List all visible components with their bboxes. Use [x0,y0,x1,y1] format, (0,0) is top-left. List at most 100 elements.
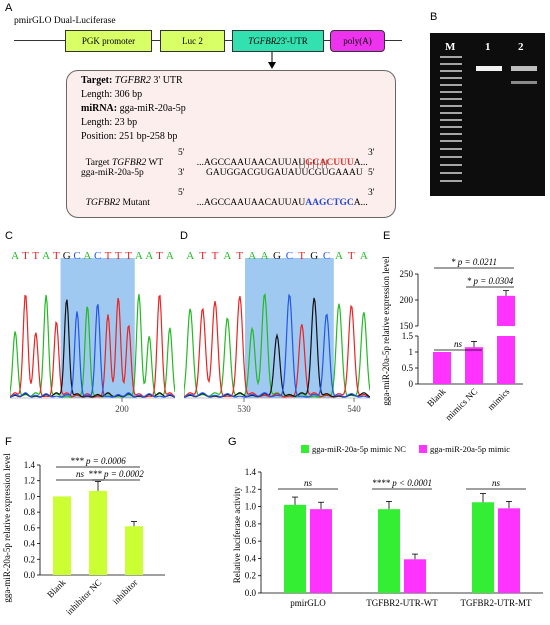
panel-label-d: D [180,230,188,242]
bar [472,502,494,593]
panel-label-c: C [5,230,13,242]
panel-label-b: B [430,11,438,23]
panel-label-a: A [5,2,13,14]
significance-label: ns [304,478,313,488]
base-call: G [63,250,71,262]
bar [284,504,306,593]
legend-label: gga-miR-20a-5p mimic [430,444,510,454]
base-call: C [286,250,293,262]
y-tick-label: 1.4 [245,467,257,477]
panel-label-e: E [383,230,391,242]
mut-suffix: Mutant [120,198,150,208]
mirna-line: miRNA: gga-miR-20a-5p [81,103,186,114]
y-tick-label: 1.0 [24,491,36,501]
x-tick-label: inhibitor NC [64,577,103,616]
base-call: A [335,250,343,262]
position-label: 200 [115,404,129,414]
gene-polya: poly(A) [330,30,385,52]
utr-gene-name: TGFBR2 [248,36,281,46]
base-call: T [22,250,29,262]
wt-gene: TGFBR2 [111,158,147,168]
x-tick-label: mimics NC [443,386,479,421]
y-tick-label: 1.5 [402,331,414,341]
bar [310,509,332,593]
x-tick-label: Blank [425,386,448,409]
target-suffix: 3' UTR [150,75,183,86]
position-label: 530 [237,404,251,414]
bar [465,347,483,384]
gene-luc2: Luc 2 [160,30,225,52]
base-call: T [298,250,305,262]
y-tick-label: 0 [409,379,414,389]
y-tick-label: 0.5 [402,363,414,373]
trace-C [10,304,175,398]
chart-e: gga-miR-20a-5p relative expression level… [381,256,523,421]
y-tick-label: 0.6 [245,536,257,546]
target-line: Target: TGFBR2 3' UTR [81,75,183,86]
mut-gene: TGFBR2 [85,198,121,208]
y-tick-label: 250 [400,269,414,279]
mir-label: gga-miR-20a-5p [81,168,144,178]
base-call: T [212,250,219,262]
bar-mimics-lower [497,336,515,384]
base-call: T [199,250,206,262]
significance-label: ns [454,339,463,349]
wt-seq-prefix: ...AGCCAAUAACAUUAU [196,158,306,168]
y-tick-label: 0.4 [245,553,257,563]
base-call: A [186,250,194,262]
y-tick-label: 0.8 [24,507,36,517]
vector-title: pmirGLO Dual-Luciferase [14,16,116,26]
wt-five-prime: 5' [178,148,185,158]
bar-mimics-upper [497,295,515,326]
gene-tgfbr2-utr: TGFBR2 3'-UTR [232,30,324,52]
legend-swatch [301,445,309,453]
trace-A [184,293,370,398]
significance-label: ns [76,469,85,479]
y-tick-label: 0.8 [245,519,257,529]
mutation-region-highlight [245,258,334,398]
gel-lane-1: 1 [485,41,491,53]
target-length: Length: 306 bp [81,89,143,100]
significance-label: * p = 0.0304 [467,276,514,286]
lane1-band [476,66,502,71]
panel-label-f: F [5,436,12,448]
y-axis-label: Relative luciferase activity [232,486,242,583]
y-axis-label: gga-miR-20a-5p relative expression level [381,256,391,406]
base-call: G [273,250,281,262]
gel-background [430,33,545,196]
base-call: T [105,250,112,262]
chart-f: gga-miR-20a-5p relative expression level… [2,453,165,617]
trace-G [184,297,370,398]
lane2-band-upper [511,66,537,71]
y-tick-label: 200 [400,295,414,305]
base-call: C [323,250,330,262]
x-tick-label: Blank [45,577,68,600]
gene-pgk-promoter: PGK promoter [65,30,152,52]
y-tick-label: 1.0 [245,502,257,512]
y-tick-label: 0.4 [24,539,36,549]
mut-five-prime: 5' [178,188,185,198]
trace-A [10,294,175,398]
bar [498,508,520,593]
base-call: A [83,250,91,262]
wt-suffix: WT [146,158,164,168]
mut-seq-end: A... [353,198,368,208]
mirna-value: gga-miR-20a-5p [117,103,186,114]
legend-swatch [419,445,427,453]
y-tick-label: 0.0 [24,570,36,580]
lane2-band-lower [511,81,537,84]
pairing-bars: | | | | | | | [299,158,328,168]
wt-seq-end: A... [353,158,368,168]
mut-seq-prefix: ...AGCCAAUAACAUUAU [196,198,306,208]
base-call: A [145,250,153,262]
wt-three-prime: 3' [368,148,375,158]
bar [378,509,400,593]
base-call: T [348,250,355,262]
x-tick-label: TGFBR2-UTR-WT [366,598,438,608]
utr-gene-suffix: 3'-UTR [280,36,308,46]
y-tick-label: 0.0 [245,588,257,598]
mut-three-prime: 3' [368,188,375,198]
x-tick-label: pmirGLO [290,598,326,608]
base-call: G [310,250,318,262]
